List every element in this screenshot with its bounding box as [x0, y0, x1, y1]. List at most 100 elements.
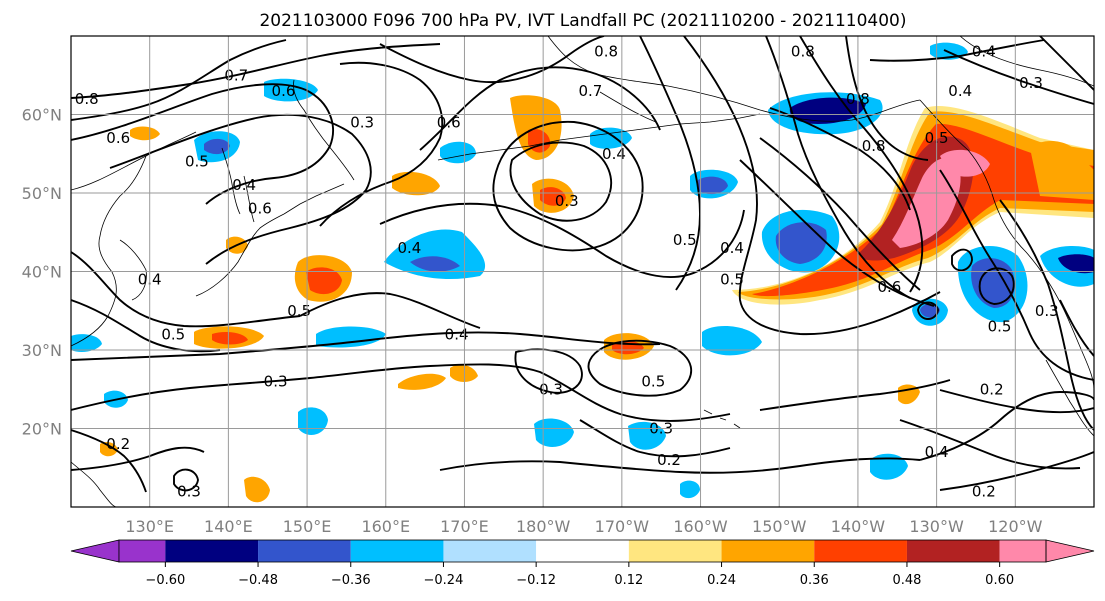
lat-tick-label: 30°N: [22, 341, 62, 360]
positive-anomaly-p1-core: [306, 267, 342, 295]
longitude-labels: 130°E 140°E 150°E 160°E 170°E 180°W 170°W 160°W…: [125, 517, 1042, 536]
contour-line: [71, 331, 661, 361]
contour-line: [71, 299, 221, 353]
lat-tick-label: 60°N: [22, 106, 62, 125]
positive-anomaly-p10: [1030, 141, 1094, 200]
positive-anomaly-p3-core: [540, 187, 566, 206]
coastline-canada-inland: [959, 36, 1094, 87]
contour-label: 0.3: [264, 372, 288, 390]
contour-labels: 0.8 0.7 0.6 0.6 0.5 0.4 0.6 0.3 0.6 0.8 0.7 0.4 0.3 0…: [75, 43, 1059, 501]
contour-label: 0.5: [641, 372, 665, 390]
contour-label: 0.7: [224, 66, 248, 84]
contour-line: [299, 292, 481, 329]
lon-tick-label: 160°E: [361, 517, 410, 536]
contour-line: [579, 419, 731, 458]
colorbar-segment: [258, 540, 351, 562]
contour-line: [939, 451, 1094, 491]
contour-line: [769, 107, 911, 211]
contour-line: [765, 36, 911, 299]
contour-label: 0.4: [720, 239, 744, 257]
colorbar-tick-label: −0.12: [516, 573, 556, 588]
colorbar-tick-label: −0.48: [238, 573, 278, 588]
contour-line: [978, 267, 1015, 305]
contour-label: 0.2: [972, 482, 996, 500]
contour-line: [439, 457, 921, 474]
colorbar-segment: [999, 540, 1046, 562]
contour-line: [639, 36, 701, 291]
colorbar-tick-label: 0.36: [800, 573, 829, 588]
contour-line: [1059, 299, 1094, 357]
contour-line: [939, 169, 1094, 381]
contour-line: [109, 113, 372, 265]
contour-label: 0.5: [720, 270, 744, 288]
colorbar-segment: [350, 540, 444, 562]
contour-label: 0.5: [185, 153, 209, 171]
colorbar-tick-label: −0.60: [145, 573, 185, 588]
contour-line: [514, 348, 583, 394]
coastlines: [71, 36, 1094, 507]
contour-line: [492, 120, 644, 252]
colorbar-segment: [906, 540, 1000, 562]
negative-anomaly-w11: [870, 453, 908, 480]
contour-label: 0.6: [877, 278, 901, 296]
contour-label: 0.5: [673, 231, 697, 249]
negative-anomaly-w8: [702, 326, 762, 356]
contour-line: [899, 419, 1081, 470]
contour-label: 0.6: [272, 82, 296, 100]
positive-anomaly-plume-pink: [892, 149, 990, 248]
negative-anomaly-central-core: [775, 222, 827, 264]
contour-label: 0.3: [177, 482, 201, 500]
contour-label: 0.8: [791, 43, 815, 61]
lat-tick-label: 50°N: [22, 184, 62, 203]
colorbar-segment: [814, 540, 907, 562]
lon-tick-label: 140°E: [204, 517, 253, 536]
coastline-kamchatka: [293, 79, 355, 181]
contour-label: 0.2: [106, 435, 130, 453]
negative-anomaly-w4: [316, 326, 386, 348]
negative-anomaly-gulf-alaska-core: [789, 97, 866, 124]
coastline-japan: [195, 175, 285, 297]
contour-line: [71, 43, 441, 99]
colorbar-tick-label: 0.12: [614, 573, 643, 588]
contour-label: 0.8: [75, 90, 99, 108]
contour-label: 0.2: [980, 380, 1004, 398]
negative-anomaly-w9: [534, 418, 574, 447]
colorbar-segment: [443, 540, 537, 562]
lon-tick-label: 180°W: [516, 517, 571, 536]
contour-label: 0.5: [988, 317, 1012, 335]
contour-line: [799, 36, 924, 293]
negative-anomaly-far-east-core: [1058, 254, 1094, 274]
colorbar-frame: [118, 539, 1047, 563]
contour-label: 0.4: [972, 43, 996, 61]
lon-tick-label: 150°E: [283, 517, 332, 536]
positive-anomaly-p14: [100, 442, 118, 457]
colorbar-segment: [165, 540, 259, 562]
colorbar-segment: [721, 540, 815, 562]
colorbar-segment: [628, 540, 722, 562]
colorbar-tick-label: 0.48: [892, 573, 921, 588]
contour-label: 0.5: [287, 302, 311, 320]
contour-label: 0.3: [1019, 74, 1043, 92]
map-title: 2021103000 F096 700 hPa PV, IVT Landfall…: [259, 11, 906, 31]
contour-label: 0.3: [539, 380, 563, 398]
colorbar-segment: [536, 540, 629, 562]
contour-line: [379, 202, 745, 278]
map-frame: [70, 35, 1095, 508]
contour-line: [917, 301, 939, 320]
contour-line: [71, 429, 147, 493]
lon-tick-label: 150°W: [752, 517, 807, 536]
positive-anomaly-p8: [130, 126, 160, 141]
contour-label: 0.3: [1035, 302, 1059, 320]
lat-tick-label: 20°N: [22, 420, 62, 439]
coastline-sakhalin: [221, 147, 241, 215]
lon-tick-label: 160°W: [673, 517, 728, 536]
contour-line: [951, 248, 973, 272]
negative-anomaly-w3: [384, 229, 486, 280]
contour-label: 0.4: [397, 239, 421, 257]
contour-label: 0.4: [232, 176, 256, 194]
colorbar: −0.60 −0.48 −0.36 −0.24 −0.12 0.12 0.24 0.36 0.4…: [70, 539, 1095, 588]
contour-label: 0.5: [161, 325, 185, 343]
lon-tick-label: 130°E: [125, 517, 174, 536]
contour-line: [71, 83, 334, 205]
